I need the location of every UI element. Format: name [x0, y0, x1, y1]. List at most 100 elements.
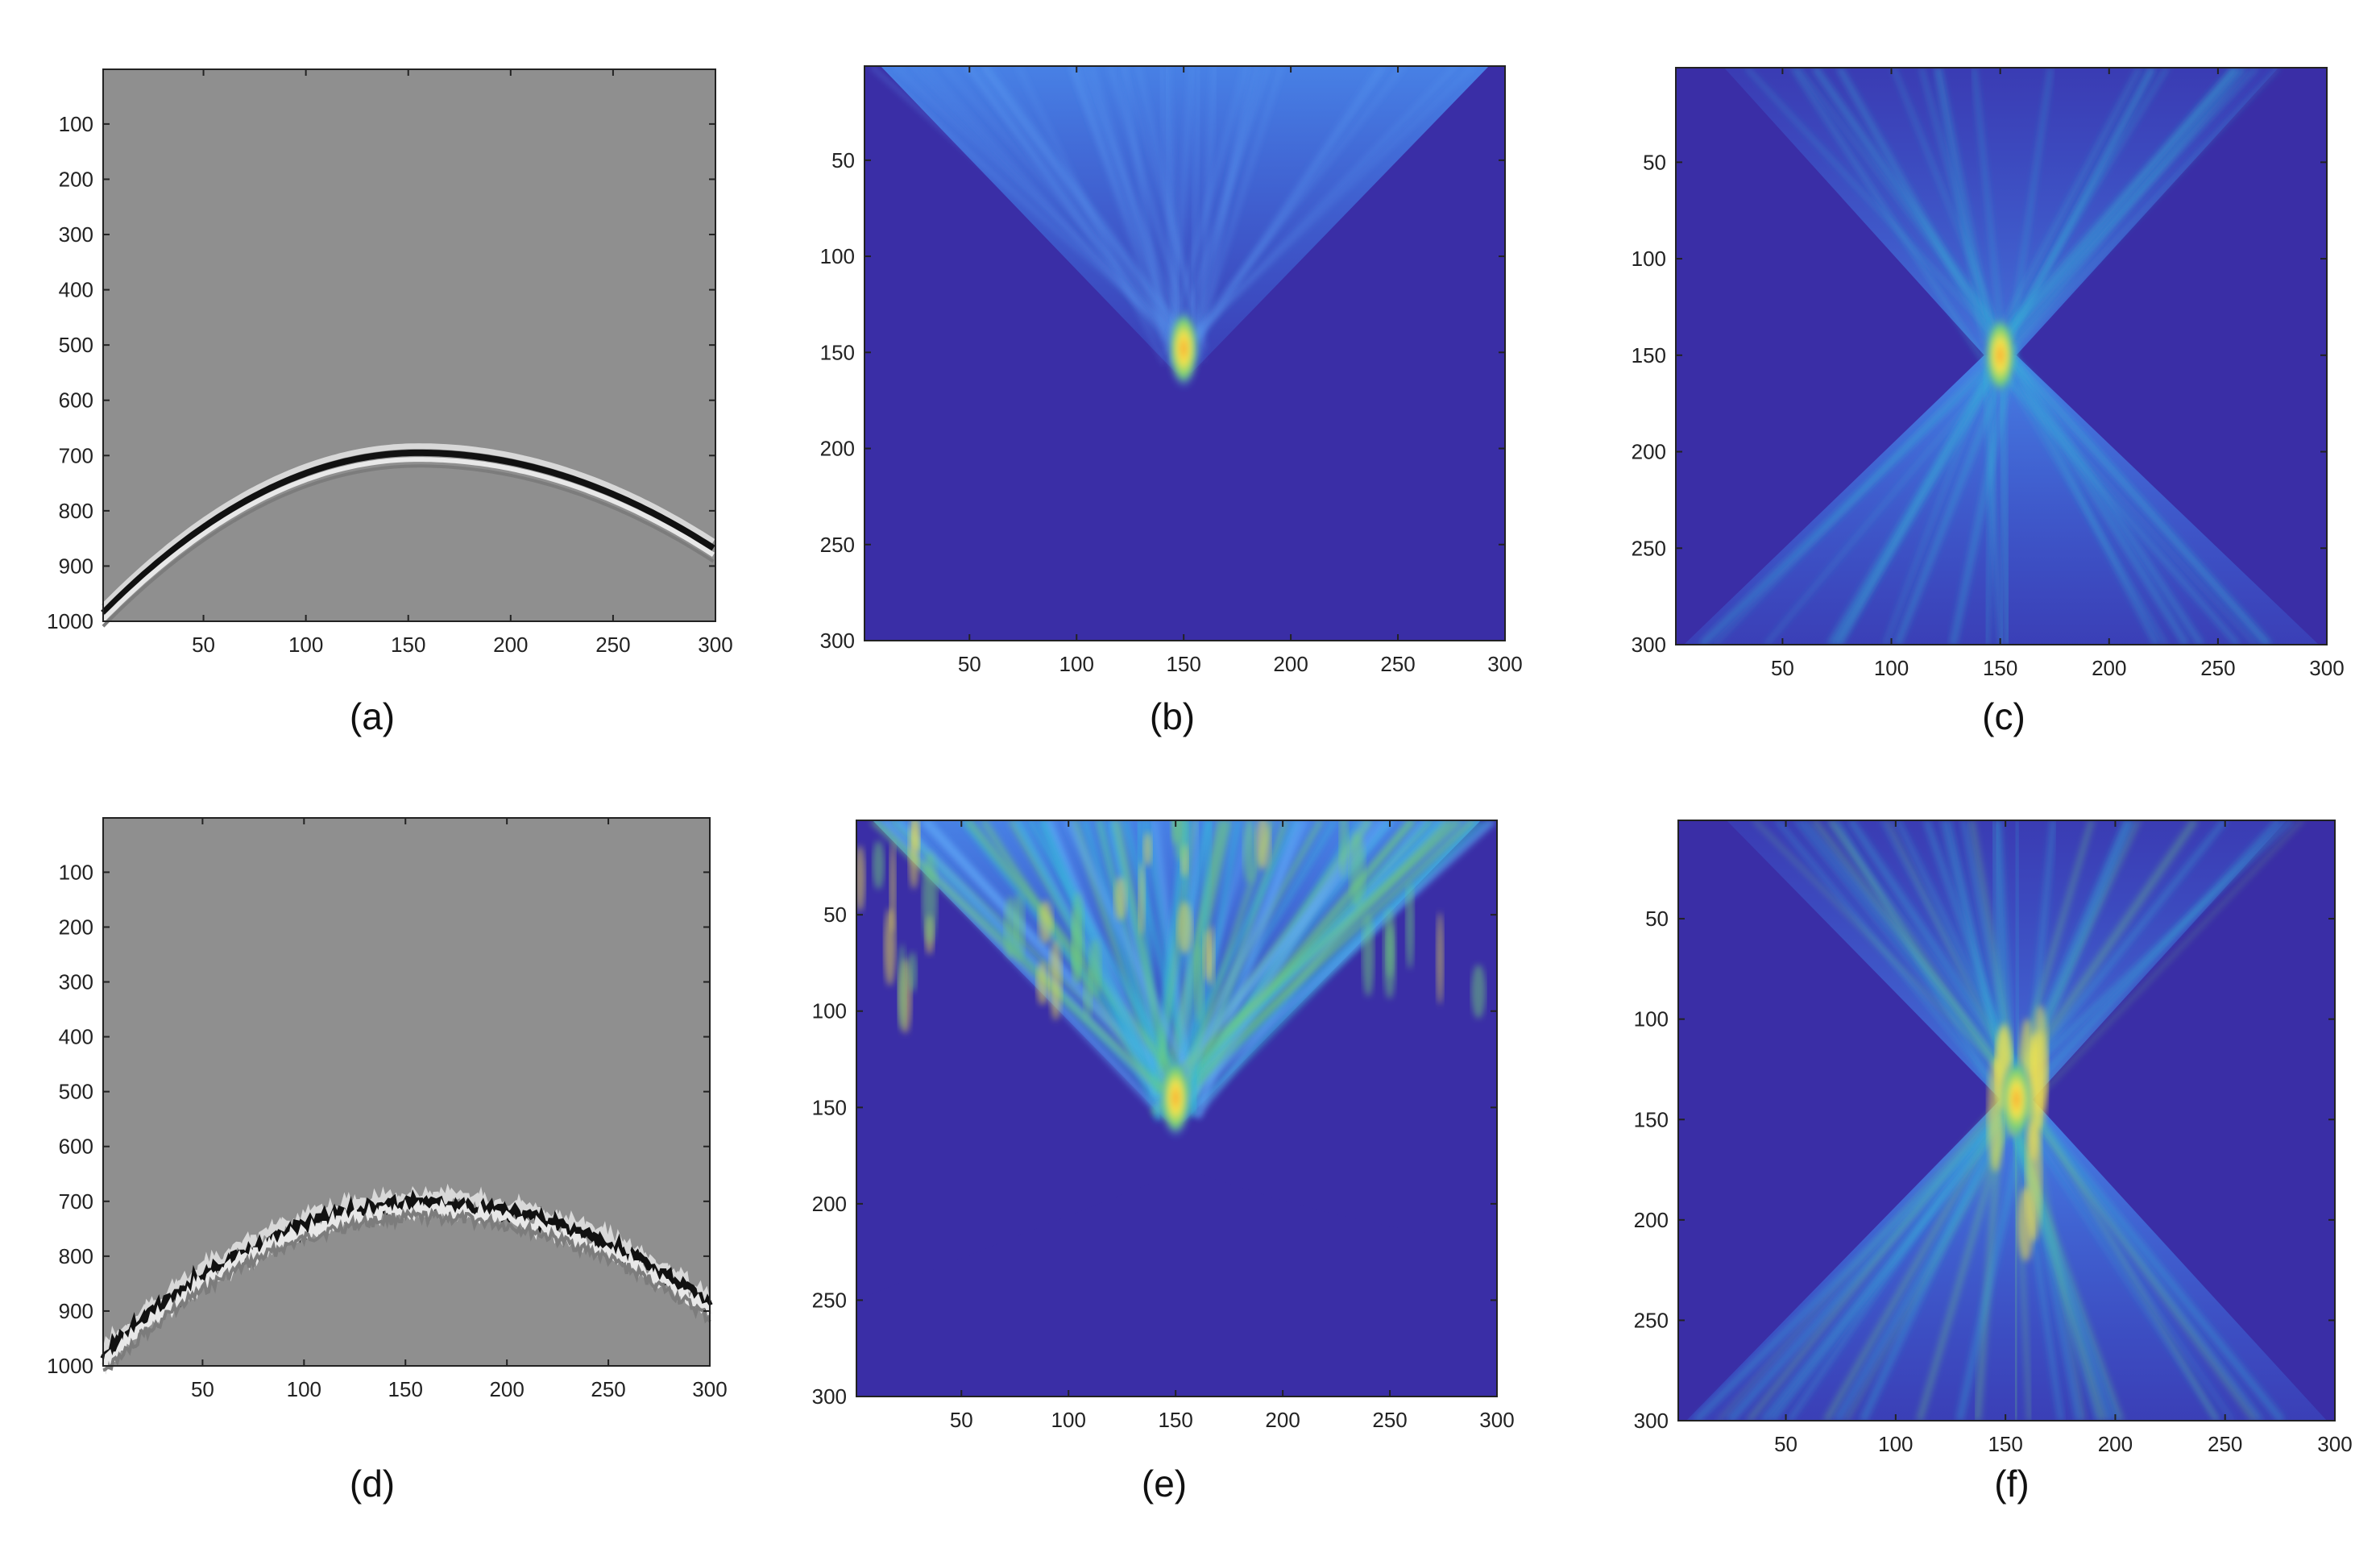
- panel-e: 50 100 150 200 250 300 50 100 150 200 250 300 (e): [812, 820, 1515, 1504]
- focal-streak: [2032, 1005, 2049, 1114]
- y-tick-label: 200: [812, 1192, 847, 1216]
- y-tick-label: 50: [831, 148, 855, 172]
- y-tick-label: 200: [820, 437, 855, 461]
- ray-path: [1836, 68, 2005, 359]
- y-tick-label: 1000: [47, 1354, 93, 1378]
- ray-path: [2013, 1087, 2285, 1421]
- x-tick-label: 300: [1479, 1408, 1514, 1432]
- x-tick-label: 150: [1983, 656, 2017, 680]
- ray-path: [1039, 820, 1163, 1098]
- ray-path: [1982, 371, 2005, 645]
- reflection-event: [100, 1189, 713, 1361]
- x-tick-label: 100: [1874, 656, 1909, 680]
- y-tick-label: 200: [1634, 1208, 1669, 1232]
- y-tick-label: 200: [59, 915, 93, 939]
- y-tick-label: 800: [59, 1244, 93, 1268]
- ray-path: [1745, 68, 2008, 349]
- ray-path: [1747, 1084, 2017, 1421]
- x-tick-label: 200: [2098, 1432, 2133, 1456]
- ray-path: [2003, 345, 2204, 645]
- ray-path: [1180, 820, 1275, 1094]
- shadow-zone: [856, 1168, 1497, 1397]
- focal-streak: [1349, 832, 1366, 908]
- y-tick-label: 250: [820, 533, 855, 557]
- focal-streak: [908, 820, 919, 890]
- focal-streak: [1177, 901, 1193, 954]
- x-tick-label: 300: [692, 1377, 727, 1401]
- x-tick-label: 50: [1771, 656, 1794, 680]
- image-content: [1684, 68, 2319, 645]
- x-tick-label: 150: [1988, 1432, 2022, 1456]
- ray-path: [1987, 68, 2169, 364]
- ray-path: [1693, 1113, 2005, 1421]
- x-tick-label: 200: [1273, 652, 1308, 676]
- axes-frame: [1677, 820, 2336, 1421]
- x-tick-label: 150: [1158, 1408, 1192, 1432]
- axes-frame: [1675, 67, 2328, 645]
- y-tick-label: 300: [820, 629, 855, 653]
- y-tick-label: 800: [59, 499, 93, 523]
- x-tick-label: 100: [287, 1377, 321, 1401]
- x-tick-label: 250: [2200, 656, 2235, 680]
- panel-caption: (d): [350, 1463, 395, 1504]
- axes-frame: [856, 820, 1498, 1397]
- focal-streak: [1049, 939, 1063, 1021]
- ray-path: [1108, 66, 1194, 342]
- focal-streak: [1203, 929, 1211, 982]
- focal-streak: [1142, 832, 1152, 867]
- ray-path: [979, 66, 1195, 361]
- y-tick-label: 500: [59, 333, 93, 357]
- focal-streak: [1004, 896, 1018, 959]
- ray-path: [2024, 1093, 2219, 1421]
- ray-path: [1892, 68, 2015, 367]
- focal-streak: [1173, 820, 1188, 861]
- x-tick-label: 300: [2309, 656, 2344, 680]
- x-tick-label: 50: [950, 1408, 973, 1432]
- focal-spot: [2000, 1057, 2034, 1142]
- panel-f: 50 100 150 200 250 300 50 100 150 200 250 300 (f): [1634, 820, 2353, 1504]
- focal-streak: [1386, 923, 1395, 978]
- x-tick-label: 300: [2317, 1432, 2352, 1456]
- ray-path: [1764, 364, 2002, 645]
- focal-streak: [1194, 944, 1205, 1024]
- y-tick-label: 400: [59, 1025, 93, 1049]
- y-tick-label: 150: [812, 1095, 847, 1119]
- ray-path: [1186, 66, 1261, 357]
- y-tick-label: 250: [1634, 1308, 1669, 1332]
- y-tick-label: 300: [812, 1384, 847, 1409]
- y-tick-label: 300: [59, 222, 93, 247]
- ray-path: [1173, 66, 1474, 356]
- ray-path: [1934, 68, 1987, 344]
- x-tick-label: 300: [1487, 652, 1522, 676]
- x-tick-label: 250: [595, 633, 630, 657]
- focal-streak: [1084, 969, 1093, 1019]
- ray-path: [2010, 1103, 2220, 1421]
- y-tick-label: 100: [820, 244, 855, 268]
- ray-path: [894, 66, 1207, 362]
- y-tick-label: 600: [59, 388, 93, 413]
- focal-streak: [1362, 914, 1375, 997]
- ray-path: [1014, 820, 1161, 1093]
- y-tick-label: 100: [812, 999, 847, 1023]
- x-tick-label: 100: [1059, 652, 1094, 676]
- y-tick-label: 250: [1632, 536, 1666, 560]
- y-tick-label: 500: [59, 1080, 93, 1104]
- ray-path: [1972, 68, 2005, 343]
- focal-streak: [1113, 876, 1127, 921]
- reflection-event: [101, 449, 715, 616]
- y-tick-label: 150: [820, 340, 855, 364]
- x-tick-label: 250: [591, 1377, 625, 1401]
- x-tick-label: 200: [493, 633, 528, 657]
- ray-path: [1064, 820, 1201, 1095]
- ray-path: [1112, 820, 1175, 1093]
- reflection-tail: [102, 464, 715, 628]
- ray-path: [1194, 820, 1366, 1107]
- ray-path: [1793, 820, 2017, 1093]
- y-tick-label: 900: [59, 1299, 93, 1323]
- focal-streak: [873, 840, 885, 890]
- focal-spot: [1984, 314, 2017, 396]
- y-tick-label: 600: [59, 1135, 93, 1159]
- focal-streak: [856, 845, 865, 912]
- focal-streak: [1436, 911, 1444, 1005]
